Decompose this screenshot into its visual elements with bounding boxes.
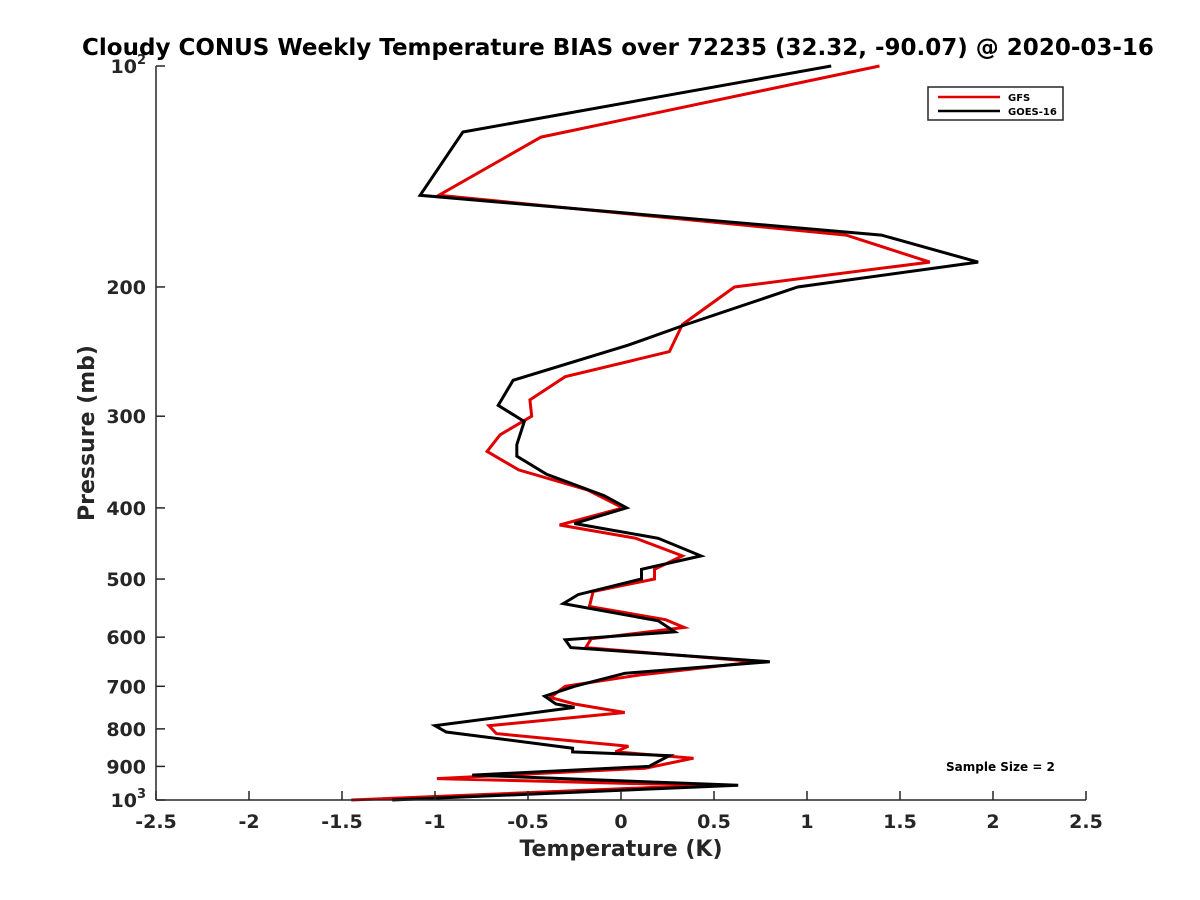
legend-label-goes-16: GOES-16	[1008, 107, 1057, 118]
legend-label-gfs: GFS	[1008, 93, 1030, 104]
x-tick-label: -2	[238, 811, 259, 833]
x-tick-label: -1	[424, 811, 445, 833]
y-axis-label: Pressure (mb)	[75, 345, 100, 521]
x-tick-label: 1	[800, 811, 813, 833]
x-tick-label: 0.5	[697, 811, 731, 833]
x-tick-label: 2	[986, 811, 999, 833]
y-tick-label: 400	[106, 498, 146, 520]
y-tick-label: 200	[106, 277, 146, 299]
y-tick-label: 800	[106, 719, 146, 741]
x-tick-label: -0.5	[507, 811, 549, 833]
x-tick-label: 1.5	[883, 811, 917, 833]
x-tick-label: -2.5	[135, 811, 177, 833]
x-tick-label: 0	[614, 811, 627, 833]
y-tick-label: 103	[111, 787, 147, 812]
x-tick-label: -1.5	[321, 811, 363, 833]
y-tick-label: 700	[106, 676, 146, 698]
y-tick-label: 102	[111, 53, 147, 78]
x-axis-label: Temperature (K)	[519, 837, 722, 862]
plot-lines	[351, 64, 979, 802]
y-tick-label: 500	[106, 569, 146, 591]
series-line-goes-16	[392, 64, 979, 802]
chart-title: Cloudy CONUS Weekly Temperature BIAS ove…	[82, 35, 1154, 61]
x-ticks: -2.5 -2 -1.5 -1 -0.5 0 0.5 1 1.5 2 2.5	[135, 791, 1103, 833]
y-tick-label: 900	[106, 756, 146, 778]
sample-size-annotation: Sample Size = 2	[946, 760, 1055, 774]
y-ticks: 102 200 300 400 500 600 700 800 900 103	[106, 53, 165, 812]
x-tick-label: 2.5	[1069, 811, 1103, 833]
legend-box	[927, 86, 1064, 121]
y-tick-label: 300	[106, 406, 146, 428]
legend: GFS GOES-16	[927, 86, 1064, 121]
y-tick-label: 600	[106, 627, 146, 649]
series-line-gfs	[351, 64, 931, 802]
